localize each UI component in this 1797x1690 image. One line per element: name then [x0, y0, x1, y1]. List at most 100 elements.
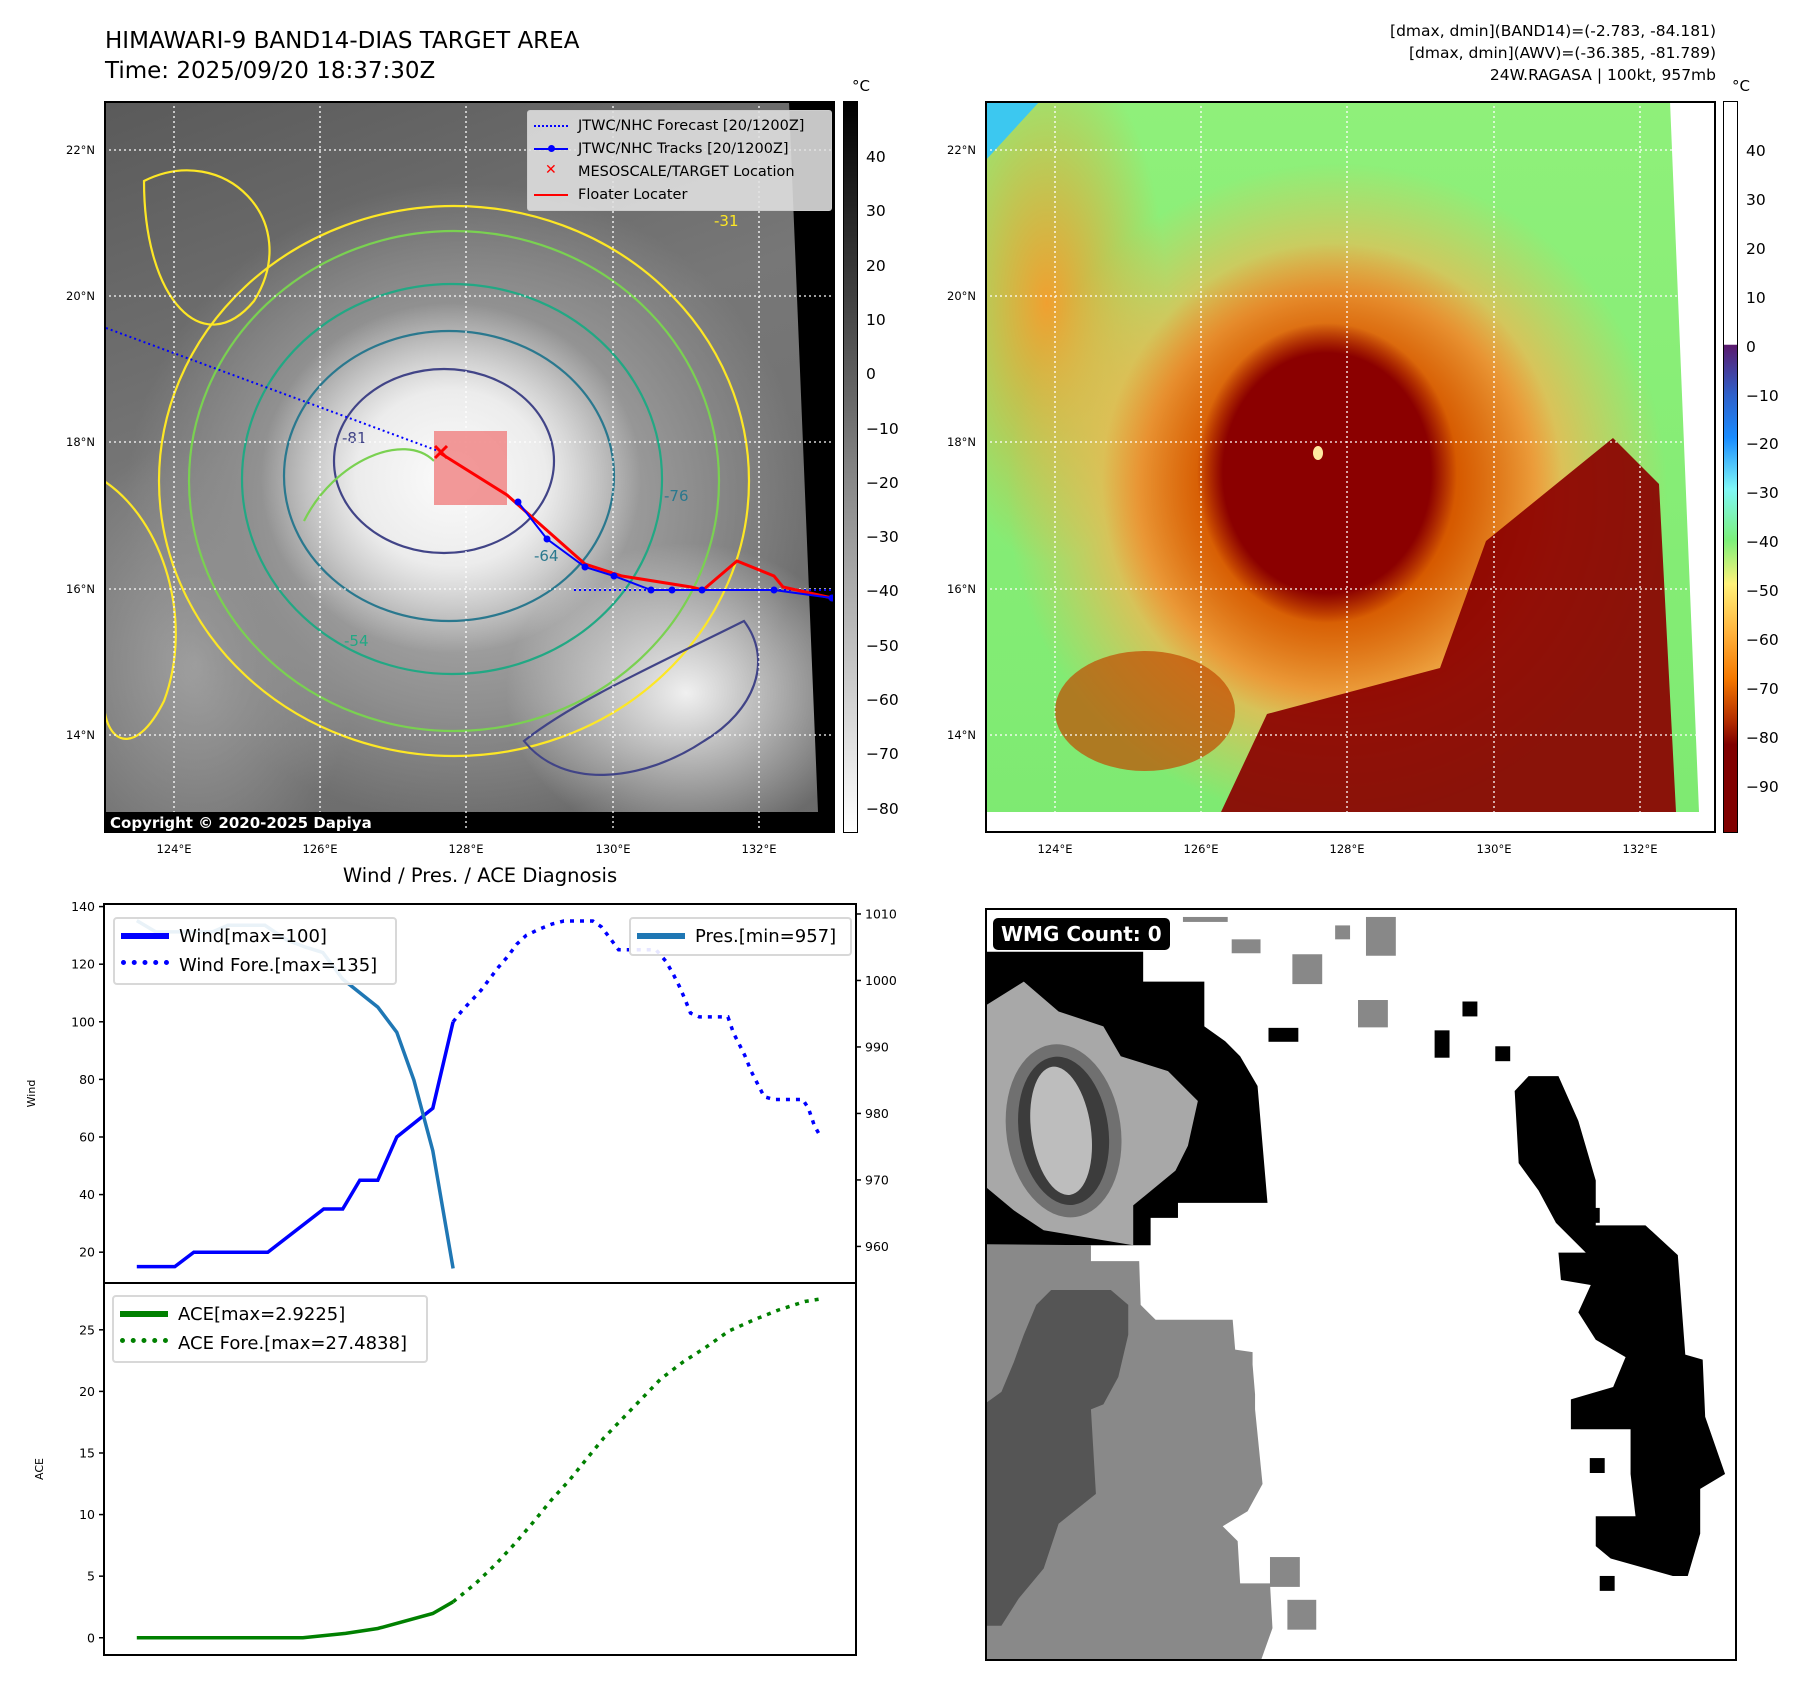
legend-entry: Wind Fore.[max=135] — [115, 952, 377, 978]
forecast-track-west — [106, 327, 442, 453]
legend-label: Floater Locater — [578, 187, 688, 203]
ir-map: -81 -76 -64 -54 -31 JTWC/NHC Forecast [2… — [104, 101, 835, 833]
legend-swatch-icon — [121, 959, 169, 971]
colorbar-tick-label: 30 — [1746, 190, 1766, 209]
lon-label: 126°E — [1183, 842, 1219, 856]
series-wind-fore-line — [451, 919, 822, 1137]
colorbar-tick-label: 10 — [866, 310, 886, 329]
dry-region-sw — [1055, 651, 1235, 771]
colorbar-tick-label: 0 — [1746, 337, 1756, 356]
y-tick-label: 1010 — [865, 906, 897, 921]
colorbar-tick-label: −80 — [866, 799, 899, 818]
legend-label: MESOSCALE/TARGET Location — [578, 164, 795, 180]
legend-tracks: JTWC/NHC Tracks [20/1200Z] — [528, 138, 789, 160]
dry-region-se — [1221, 438, 1676, 812]
y-tick-label: 960 — [865, 1239, 889, 1254]
colorbar-tick-label: −40 — [866, 582, 899, 601]
colorbar-tick-label: 20 — [866, 256, 886, 275]
colorbar2-unit: °C — [1732, 77, 1750, 95]
stat-storm: 24W.RAGASA | 100kt, 957mb — [1489, 66, 1716, 84]
colorbar-tick-label: −90 — [1746, 777, 1779, 796]
colorbar-tick-label: −20 — [866, 473, 899, 492]
red-line-icon — [528, 188, 572, 202]
wmg-panel: WMG Count: 0 — [985, 908, 1737, 1661]
lat-label: 14°N — [66, 728, 95, 742]
colorbar-tick-label: 20 — [1746, 239, 1766, 258]
lon-label: 132°E — [1622, 842, 1658, 856]
colorbar-tick-label: −70 — [1746, 679, 1779, 698]
contour-label: -76 — [664, 487, 689, 505]
target-x-marker — [433, 444, 449, 460]
legend-swatch-icon — [120, 1311, 168, 1317]
ir-colorbar — [843, 101, 858, 833]
colorbar-tick-label: 40 — [866, 148, 886, 166]
floater-track — [439, 451, 833, 600]
map-legend: JTWC/NHC Forecast [20/1200Z] JTWC/NHC Tr… — [527, 110, 832, 211]
series-aceline — [136, 1600, 454, 1640]
contour-labels: -81 -76 -64 -54 -31 — [342, 212, 739, 650]
wmg-count-badge: WMG Count: 0 — [993, 918, 1170, 950]
eye-spot — [1313, 446, 1323, 460]
contour-teal — [282, 329, 616, 623]
colorbar-tick-label: −60 — [866, 691, 899, 709]
legend-box: ACE[max=2.9225] ACE Fore.[max=27.4838] — [112, 1295, 428, 1363]
colorbar-tick-label: −50 — [866, 636, 899, 655]
contours — [106, 169, 760, 776]
contour-teal-green — [240, 282, 664, 676]
chart-title: Wind / Pres. / ACE Diagnosis — [342, 864, 618, 887]
legend-label: ACE[max=2.9225] — [178, 1303, 346, 1325]
lon-label: 132°E — [741, 842, 777, 856]
colorbar-tick-label: 10 — [1746, 288, 1766, 307]
lon-label: 128°E — [448, 842, 484, 856]
y-tick-label: 970 — [865, 1172, 889, 1187]
awv-map-overlay — [987, 103, 1714, 831]
lon-label: 124°E — [156, 842, 192, 856]
wmg-image — [987, 916, 1726, 1659]
wmg-eye-center — [1030, 1066, 1092, 1195]
line-marker-icon — [528, 142, 572, 156]
lat-label: 20°N — [66, 289, 95, 303]
awv-colorbar — [1723, 101, 1738, 833]
legend-swatch-icon — [120, 1337, 168, 1349]
legend-label: Pres.[min=957] — [695, 925, 837, 947]
x-marker-icon: ✕ — [545, 162, 557, 178]
copyright-bar: Copyright © 2020-2025 Dapiya — [106, 812, 414, 831]
legend-swatch-icon — [121, 933, 169, 939]
legend-label: JTWC/NHC Forecast [20/1200Z] — [578, 118, 805, 134]
legend-entry: ACE[max=2.9225] — [114, 1301, 345, 1327]
y-tick-label: 140 — [71, 899, 95, 914]
cold-region — [987, 103, 1039, 159]
contour-label: -54 — [344, 632, 369, 650]
legend-entry: ACE Fore.[max=27.4838] — [114, 1330, 407, 1356]
dotted-line-icon — [528, 119, 572, 133]
colorbar-tick-label: −30 — [866, 528, 899, 547]
colorbar-tick-label: −70 — [866, 745, 899, 764]
y-tick-label: 990 — [865, 1039, 889, 1054]
stat-awv: [dmax, dmin](AWV)=(-36.385, -81.789) — [1409, 44, 1716, 62]
lon-label: 126°E — [302, 842, 338, 856]
colorbar-tick-label: −20 — [1746, 435, 1779, 454]
target-area-box — [434, 431, 507, 505]
legend-label: ACE Fore.[max=27.4838] — [178, 1332, 407, 1354]
contour-yellow — [157, 204, 751, 758]
lat-label: 18°N — [947, 435, 976, 449]
y-tick-label: 100 — [71, 1014, 95, 1029]
legend-label: Wind[max=100] — [179, 925, 327, 947]
lat-label: 16°N — [66, 582, 95, 596]
colorbar1-unit: °C — [852, 77, 870, 95]
colorbar-tick-label: −30 — [1746, 484, 1779, 503]
diagnosis-chart: 20 40 60 80 100 120 140 960 970 980 990 1000 1010 0 5 1… — [25, 899, 897, 1656]
ace-axis-label: ACE — [33, 1458, 46, 1480]
y-tick-label: 0 — [87, 1630, 95, 1645]
contour-label: -64 — [534, 547, 559, 565]
legend-entry: Pres.[min=957] — [631, 923, 836, 949]
contour-purple-band — [522, 619, 760, 776]
lat-label: 22°N — [66, 143, 95, 157]
lon-label: 130°E — [595, 842, 631, 856]
time-text: Time: 2025/09/20 18:37:30Z — [105, 58, 436, 84]
colorbar-tick-label: −50 — [1746, 582, 1779, 601]
ace-axes-frame — [103, 1282, 857, 1656]
y-tick-label: 20 — [79, 1384, 95, 1399]
lat-label: 14°N — [947, 728, 976, 742]
colorbar-tick-label: 30 — [866, 202, 886, 221]
